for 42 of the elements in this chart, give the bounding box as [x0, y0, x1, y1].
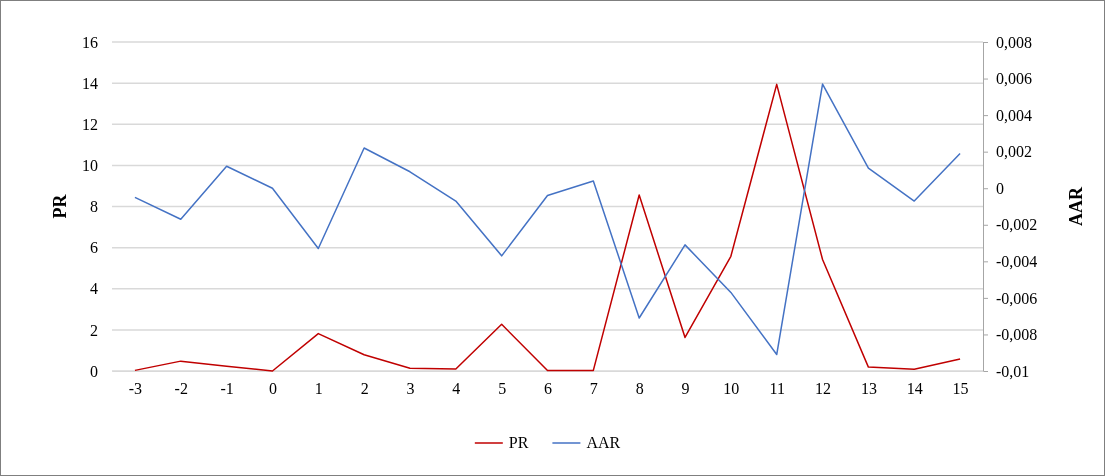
y2-tick-label: -0,004	[996, 252, 1038, 270]
y-tick-label: 14	[82, 74, 98, 92]
y2-tick-label: 0,006	[996, 70, 1032, 88]
y-tick-label: 6	[90, 239, 98, 257]
y2-tick-label: -0,006	[996, 289, 1038, 307]
y2-tick-label: -0,002	[996, 216, 1038, 234]
y2-tick-label: -0,008	[996, 326, 1038, 344]
x-tick-label: 14	[906, 380, 923, 398]
y-tick-label: 4	[90, 280, 98, 298]
y-tick-label: 8	[90, 198, 98, 216]
y2-axis-title: AAR	[1066, 186, 1086, 226]
y2-tick-label: 0	[996, 179, 1004, 197]
x-tick-label: -3	[128, 380, 143, 398]
y2-tick-label: 0,008	[996, 33, 1032, 51]
x-tick-label: 13	[860, 380, 877, 398]
x-tick-label: 12	[815, 380, 832, 398]
y2-tick-label: 0,004	[996, 106, 1032, 124]
legend-label: PR	[508, 434, 529, 451]
y-tick-label: 16	[82, 33, 98, 51]
x-tick-label: 8	[635, 380, 644, 398]
y-tick-label: 12	[82, 115, 98, 133]
y-tick-label: 0	[90, 362, 98, 380]
x-tick-label: 15	[952, 380, 969, 398]
x-tick-label: 3	[406, 380, 415, 398]
x-tick-label: -1	[220, 380, 234, 398]
x-tick-label: 1	[314, 380, 323, 398]
x-tick-label: 6	[544, 380, 552, 398]
x-tick-label: 4	[452, 380, 461, 398]
y-axis-title: PR	[50, 193, 70, 219]
x-tick-label: 2	[360, 380, 369, 398]
y-tick-label: 10	[82, 156, 98, 174]
x-tick-label: 11	[769, 380, 785, 398]
y2-tick-label: 0,002	[996, 143, 1032, 161]
x-tick-label: 7	[589, 380, 598, 398]
x-tick-label: 10	[723, 380, 740, 398]
x-tick-label: 0	[268, 380, 277, 398]
y2-tick-label: -0,01	[996, 362, 1030, 380]
x-tick-label: 5	[498, 380, 507, 398]
x-tick-label: 9	[681, 380, 690, 398]
legend-label: AAR	[586, 434, 621, 451]
x-tick-label: -2	[174, 380, 188, 398]
y-tick-label: 2	[90, 321, 98, 339]
